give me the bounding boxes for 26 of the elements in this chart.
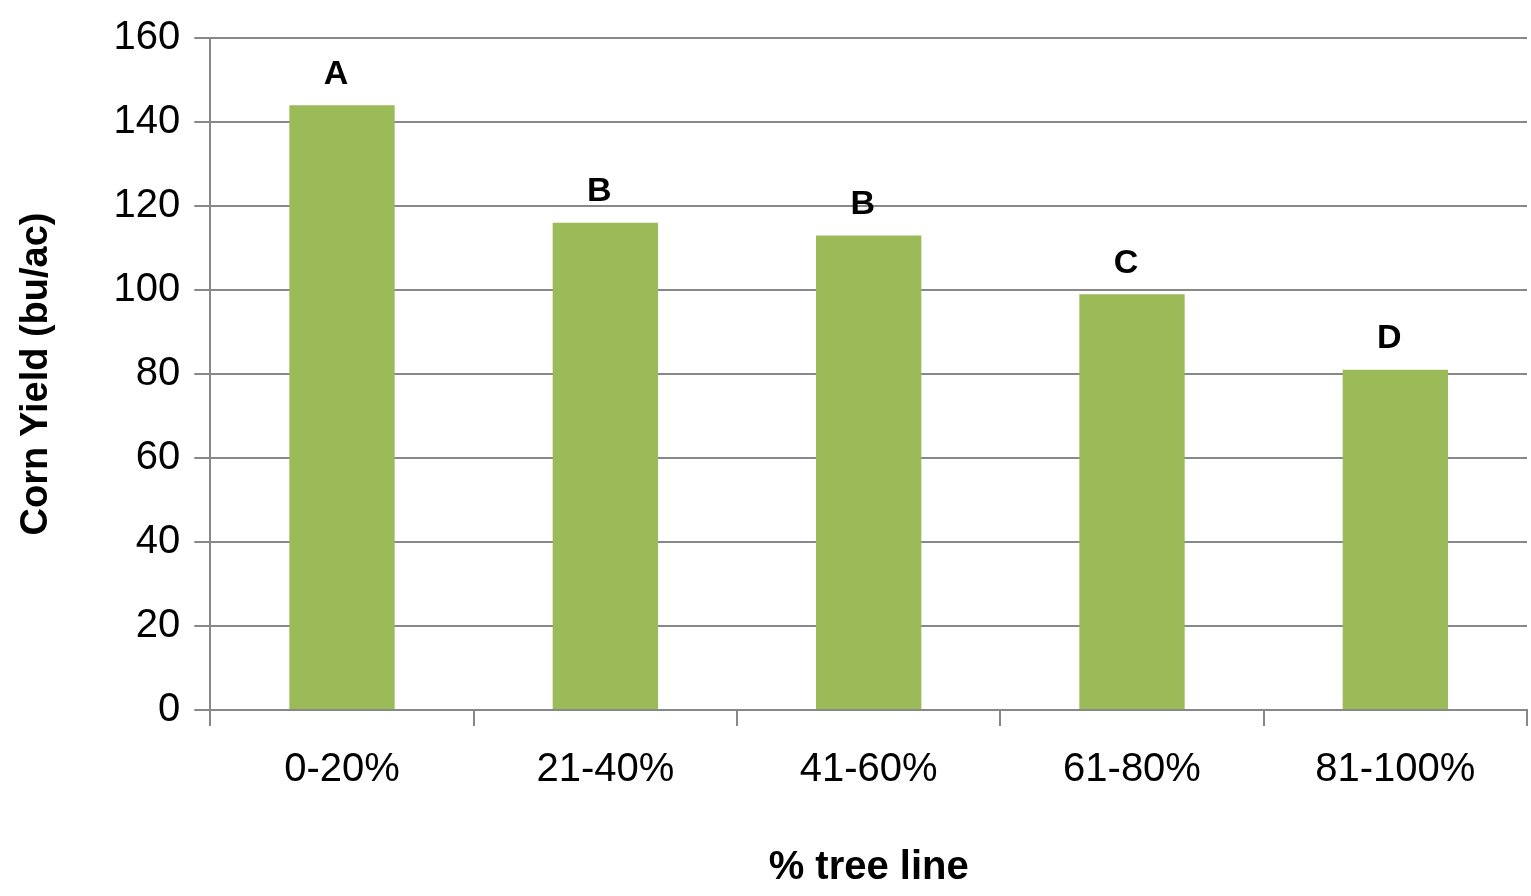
y-tick-label: 20: [135, 601, 181, 646]
annotation: C: [1113, 241, 1139, 280]
x-axis-title: % tree line: [768, 843, 969, 888]
bar: [289, 105, 395, 709]
y-tick-label: 160: [113, 13, 181, 58]
y-tick-label: 40: [135, 517, 181, 562]
y-axis-title: Corn Yield (bu/ac): [13, 212, 56, 536]
annotation: D: [1377, 317, 1402, 356]
y-tick-label: 0: [158, 685, 181, 730]
x-tick-label: 41-60%: [799, 745, 938, 790]
bar: [816, 235, 922, 709]
y-tick-label: 140: [113, 97, 181, 142]
annotation: B: [587, 170, 612, 209]
x-tick-label: 81-100%: [1315, 745, 1476, 790]
x-tick-label: 0-20%: [284, 745, 400, 790]
y-tick-label: 80: [135, 349, 181, 394]
bar: [552, 222, 658, 709]
y-tick-label: 60: [135, 433, 181, 478]
annotation: A: [323, 52, 349, 91]
bar: [1342, 369, 1448, 709]
bar: [1079, 294, 1185, 709]
annotation: B: [850, 182, 875, 221]
y-tick-label: 100: [113, 265, 181, 310]
y-tick-label: 120: [113, 181, 181, 226]
x-tick-label: 61-80%: [1063, 745, 1201, 790]
x-tick-label: 21-40%: [536, 745, 675, 790]
